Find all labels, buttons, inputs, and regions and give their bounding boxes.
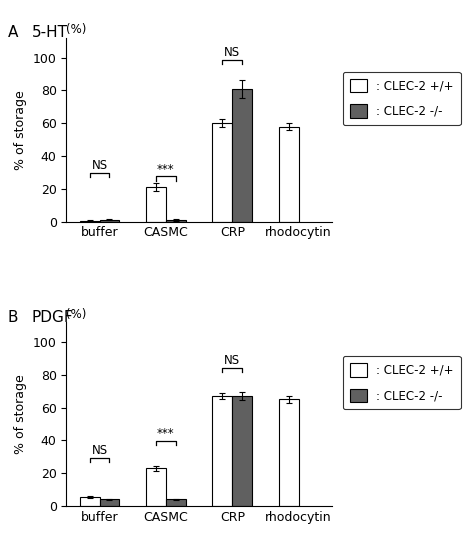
- Bar: [212, 396, 232, 506]
- Text: NS: NS: [91, 159, 108, 172]
- Bar: [166, 499, 186, 506]
- Legend: : CLEC-2 +/+, : CLEC-2 -/-: : CLEC-2 +/+, : CLEC-2 -/-: [343, 356, 461, 409]
- Bar: [166, 220, 186, 221]
- Text: PDGF: PDGF: [32, 310, 73, 325]
- Text: ***: ***: [157, 428, 175, 441]
- Legend: : CLEC-2 +/+, : CLEC-2 -/-: : CLEC-2 +/+, : CLEC-2 -/-: [343, 71, 461, 125]
- Bar: [232, 396, 252, 506]
- Text: B: B: [8, 310, 18, 325]
- Bar: [80, 497, 100, 506]
- Text: NS: NS: [224, 354, 240, 367]
- Text: (%): (%): [66, 23, 87, 36]
- Text: ***: ***: [157, 163, 175, 176]
- Bar: [100, 220, 119, 221]
- Bar: [100, 499, 119, 506]
- Y-axis label: % of storage: % of storage: [14, 90, 27, 170]
- Text: A: A: [8, 25, 18, 40]
- Text: 5-HT: 5-HT: [32, 25, 68, 40]
- Bar: [232, 89, 252, 221]
- Text: NS: NS: [224, 46, 240, 59]
- Text: NS: NS: [91, 444, 108, 457]
- Text: (%): (%): [66, 307, 87, 320]
- Y-axis label: % of storage: % of storage: [14, 374, 27, 454]
- Bar: [146, 187, 166, 221]
- Bar: [279, 399, 299, 506]
- Bar: [279, 127, 299, 221]
- Bar: [146, 468, 166, 506]
- Bar: [212, 123, 232, 221]
